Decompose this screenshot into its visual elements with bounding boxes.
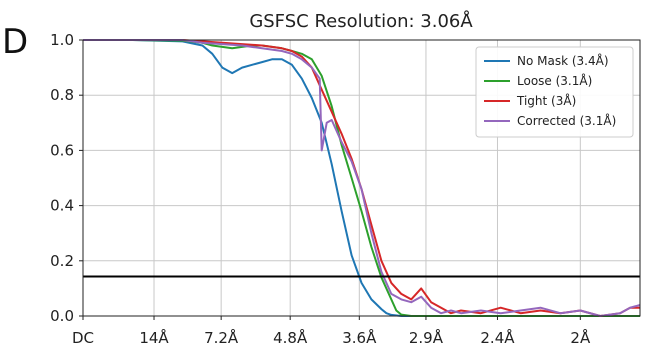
legend-box [475,46,634,138]
series-line-3 [83,39,641,317]
x-tick-label: 4.8Å [273,328,308,347]
y-tick-label: 0.2 [50,252,74,270]
legend-entry: Tight (3Å) [516,93,576,108]
x-tick-label: 14Å [139,328,169,347]
series-line-2 [83,39,640,317]
x-tick-label: 2.4Å [480,328,515,347]
panel-letter: D [2,22,29,62]
x-tick-label: 2Å [570,328,591,347]
y-tick-label: 0.4 [50,197,74,215]
y-tick-label: 0.8 [50,86,74,104]
legend-entry: Corrected (3.1Å) [517,113,616,128]
y-tick-label: 1.0 [50,31,74,49]
y-tick-label: 0.6 [50,141,74,159]
x-tick-label: 7.2Å [204,328,239,347]
x-tick-label: 2.9Å [409,328,444,347]
legend: No Mask (3.4Å) Loose (3.1Å) Tight (3Å) Corr… [475,46,634,138]
y-tick-label: 0.0 [50,307,74,325]
legend-entry: No Mask (3.4Å) [517,53,609,68]
x-tick-label: DC [72,329,94,347]
x-tick-label: 3.6Å [342,328,377,347]
legend-entry: Loose (3.1Å) [517,73,592,88]
axis-ticks: DC 14Å 7.2Å 4.8Å 3.6Å 2.9Å 2.4Å 2Å 0.0 0.2 0.4 0.6 0… [50,31,591,347]
plot-frame [82,39,641,317]
chart-title: GSFSC Resolution: 3.06Å [249,10,473,32]
